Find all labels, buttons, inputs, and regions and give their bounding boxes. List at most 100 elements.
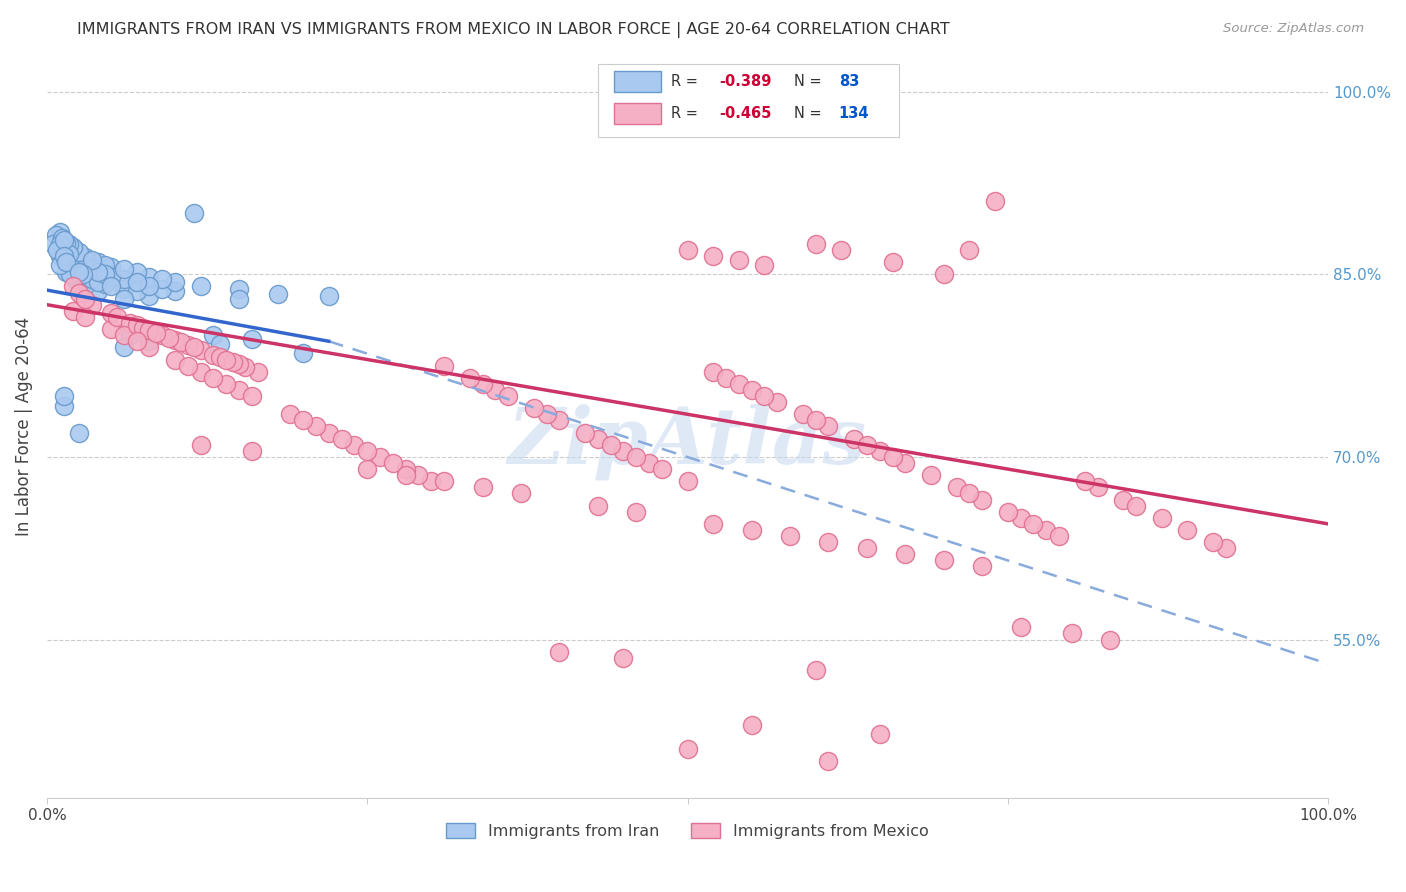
- Point: [984, 194, 1007, 209]
- Point: [215, 376, 238, 391]
- Text: ZipAtlas: ZipAtlas: [508, 403, 868, 480]
- Point: [458, 371, 481, 385]
- Point: [240, 389, 263, 403]
- Point: [626, 505, 648, 519]
- Point: [138, 279, 160, 293]
- Point: [48, 249, 70, 263]
- Point: [55, 255, 77, 269]
- Point: [62, 250, 84, 264]
- Point: [727, 252, 749, 267]
- Point: [830, 243, 852, 257]
- Point: [1125, 499, 1147, 513]
- Text: 83: 83: [839, 74, 859, 89]
- Point: [1010, 510, 1032, 524]
- Point: [138, 323, 160, 337]
- Point: [894, 547, 917, 561]
- Legend: Immigrants from Iran, Immigrants from Mexico: Immigrants from Iran, Immigrants from Me…: [440, 817, 935, 846]
- Point: [100, 322, 122, 336]
- Point: [163, 275, 186, 289]
- Point: [190, 279, 212, 293]
- Point: [163, 352, 186, 367]
- Point: [100, 269, 122, 284]
- Point: [869, 443, 891, 458]
- Point: [228, 383, 250, 397]
- Point: [67, 285, 90, 300]
- Point: [804, 236, 827, 251]
- Point: [215, 352, 238, 367]
- Point: [62, 279, 84, 293]
- Point: [120, 316, 142, 330]
- Text: N =: N =: [794, 106, 827, 121]
- Point: [676, 742, 699, 756]
- Point: [75, 250, 97, 264]
- Point: [177, 338, 200, 352]
- Point: [1073, 475, 1095, 489]
- Point: [157, 330, 180, 344]
- Point: [1087, 480, 1109, 494]
- Point: [1215, 541, 1237, 556]
- Point: [882, 255, 904, 269]
- Point: [67, 245, 90, 260]
- Point: [52, 389, 75, 403]
- Point: [240, 332, 263, 346]
- Point: [292, 346, 315, 360]
- Text: IMMIGRANTS FROM IRAN VS IMMIGRANTS FROM MEXICO IN LABOR FORCE | AGE 20-64 CORREL: IMMIGRANTS FROM IRAN VS IMMIGRANTS FROM …: [77, 22, 950, 38]
- Point: [548, 413, 571, 427]
- Point: [75, 292, 97, 306]
- Point: [145, 326, 167, 340]
- Point: [586, 499, 609, 513]
- Point: [318, 425, 340, 440]
- Point: [125, 265, 148, 279]
- Text: N =: N =: [794, 74, 827, 89]
- Point: [651, 462, 673, 476]
- Point: [52, 399, 75, 413]
- Point: [87, 255, 110, 269]
- Point: [67, 275, 90, 289]
- Point: [817, 535, 839, 549]
- Point: [63, 243, 86, 257]
- Point: [67, 425, 90, 440]
- Point: [87, 285, 110, 299]
- Point: [318, 289, 340, 303]
- Point: [536, 407, 558, 421]
- Point: [55, 265, 77, 279]
- Point: [55, 245, 77, 260]
- Point: [125, 285, 148, 299]
- Point: [202, 328, 225, 343]
- Point: [183, 340, 205, 354]
- Point: [80, 298, 103, 312]
- Point: [702, 249, 724, 263]
- Text: 134: 134: [839, 106, 869, 121]
- Point: [997, 505, 1019, 519]
- Point: [190, 343, 212, 357]
- Point: [408, 468, 430, 483]
- Point: [343, 438, 366, 452]
- Point: [112, 328, 135, 343]
- Point: [676, 475, 699, 489]
- Point: [1060, 626, 1083, 640]
- Point: [266, 286, 288, 301]
- Point: [228, 292, 250, 306]
- Point: [356, 462, 378, 476]
- Point: [170, 335, 193, 350]
- Point: [125, 318, 148, 333]
- Point: [523, 401, 546, 416]
- Point: [368, 450, 391, 464]
- Point: [75, 310, 97, 324]
- FancyBboxPatch shape: [598, 64, 898, 136]
- Point: [612, 443, 634, 458]
- Point: [957, 243, 980, 257]
- Point: [48, 236, 70, 251]
- Point: [1099, 632, 1122, 647]
- Point: [856, 541, 879, 556]
- Point: [484, 383, 506, 397]
- Point: [190, 438, 212, 452]
- Point: [46, 243, 69, 257]
- Point: [177, 359, 200, 373]
- Point: [420, 475, 443, 489]
- Point: [145, 326, 167, 340]
- Point: [869, 727, 891, 741]
- Point: [52, 233, 75, 247]
- Point: [766, 395, 789, 409]
- Point: [51, 240, 73, 254]
